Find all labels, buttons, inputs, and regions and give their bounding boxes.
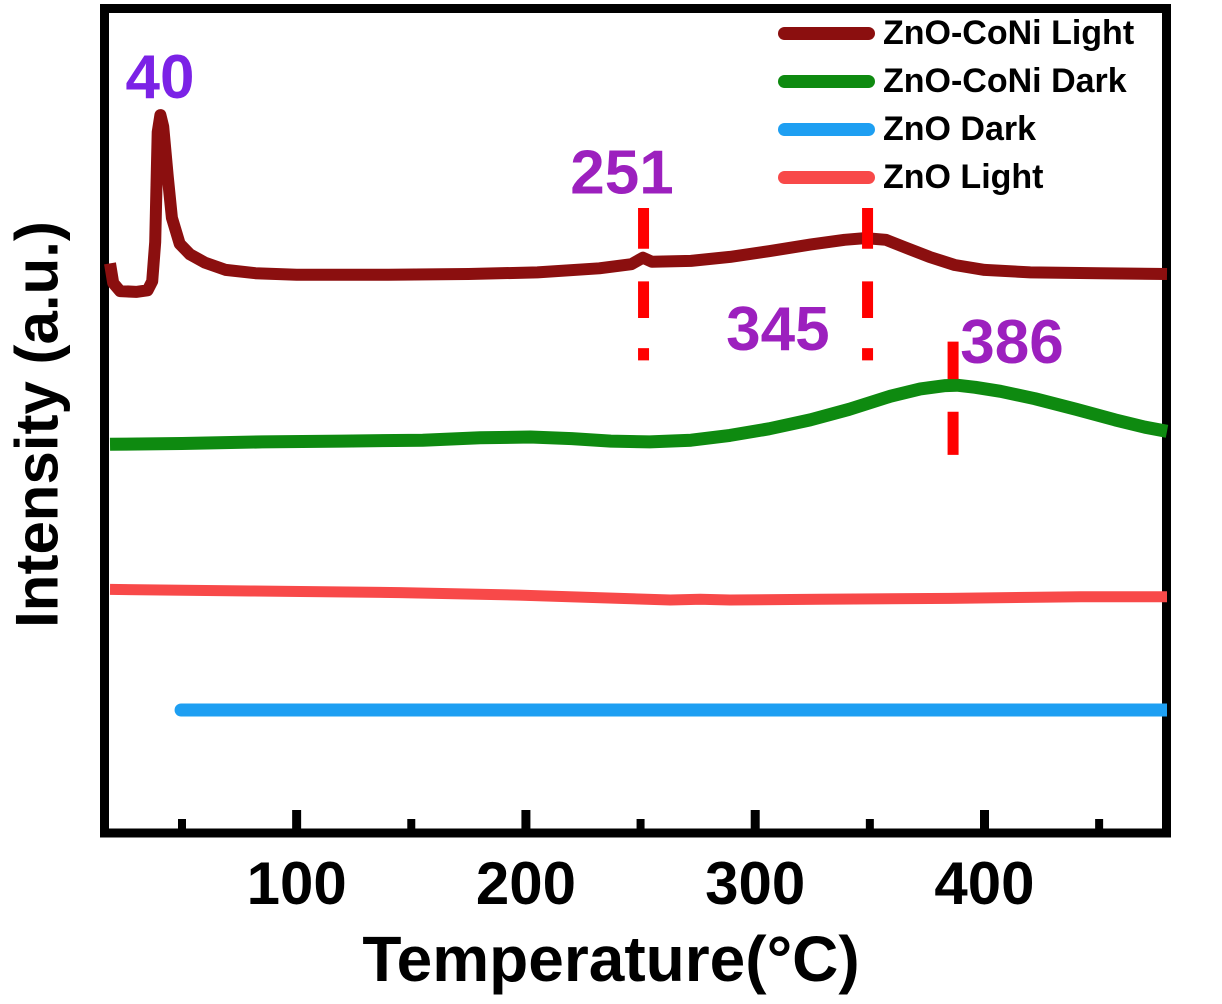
- x-axis-tick-label: 400: [934, 850, 1034, 917]
- legend-item-zno-coni-dark: ZnO-CoNi Dark: [778, 57, 1134, 105]
- legend-label-zno-light: ZnO Light: [883, 158, 1044, 196]
- legend: ZnO-CoNi Light ZnO-CoNi Dark ZnO Dark ZnO L…: [778, 9, 1134, 201]
- peak-annotation-386: 386: [960, 308, 1063, 377]
- legend-swatch-zno-coni-dark: [778, 74, 875, 88]
- x-axis-tick-label: 200: [476, 850, 576, 917]
- legend-item-zno-light: ZnO Light: [778, 153, 1134, 201]
- y-axis-title: Intensity (a.u.): [3, 221, 71, 628]
- legend-label-zno-coni-dark: ZnO-CoNi Dark: [883, 62, 1127, 100]
- plot-frame: [100, 4, 1171, 838]
- series-line-zno-coni-dark: [109, 378, 1169, 451]
- x-axis-title: Temperature(°C): [362, 923, 860, 995]
- peak-annotation-40: 40: [125, 43, 194, 112]
- peak-annotation-251: 251: [570, 138, 673, 207]
- legend-swatch-zno-light: [778, 170, 875, 184]
- legend-label-zno-coni-light: ZnO-CoNi Light: [883, 14, 1135, 52]
- legend-item-zno-coni-light: ZnO-CoNi Light: [778, 9, 1134, 57]
- legend-label-zno-dark: ZnO Dark: [883, 110, 1037, 148]
- x-axis-tick-label: 300: [705, 850, 805, 917]
- series-line-zno-coni-light: [104, 109, 1168, 298]
- x-axis-tick-label: 100: [247, 850, 347, 917]
- peak-annotation-345: 345: [726, 295, 829, 364]
- legend-swatch-zno-dark: [778, 122, 875, 136]
- legend-swatch-zno-coni-light: [778, 26, 875, 40]
- series-line-cap-zno-dark: [174, 703, 188, 717]
- series-line-zno-light: [109, 583, 1167, 606]
- legend-item-zno-dark: ZnO Dark: [778, 105, 1134, 153]
